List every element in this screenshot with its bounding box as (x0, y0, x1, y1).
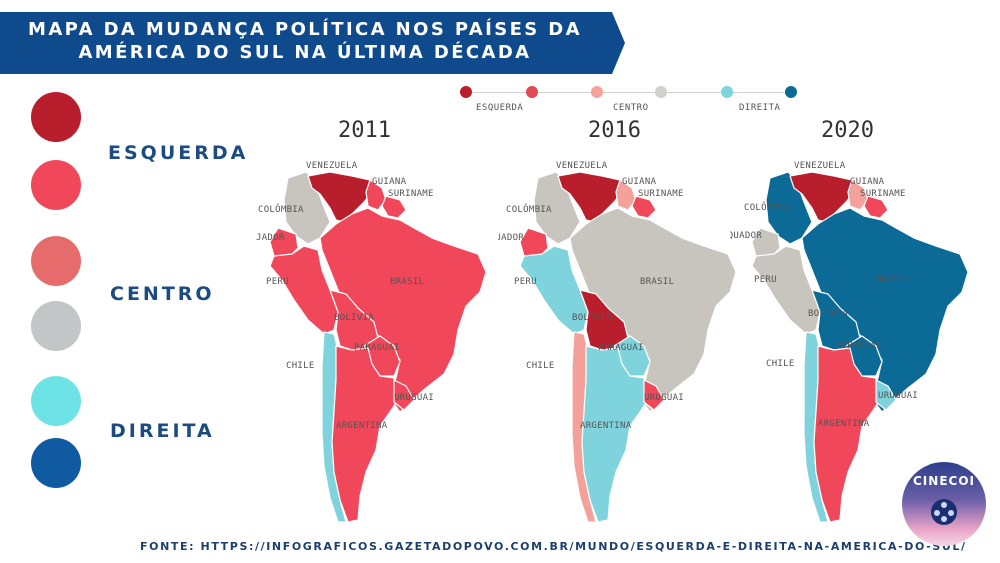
map-2016: VENEZUELA GUIANA SURINAME COLÔMBIA EQUAD… (498, 150, 738, 535)
country-peru (269, 245, 339, 335)
country-label-peru: PERU (754, 275, 777, 285)
scale-dot-direita-strong (785, 86, 797, 98)
country-label-paraguai: PARAGUAI (354, 343, 400, 353)
scale-dot-centro-esquerda (591, 86, 603, 98)
country-label-uruguai: URUGUAI (644, 393, 684, 403)
year-label-2020: 2020 (821, 118, 874, 143)
legend-circle-centro-esquerda (31, 236, 81, 286)
country-argentina (813, 345, 881, 523)
map-2020-svg: VENEZUELA GUIANA SURINAME COLÔMBIA EQUAD… (730, 161, 969, 523)
country-suriname (381, 195, 407, 219)
scale-dot-esquerda-strong (460, 86, 472, 98)
country-suriname (863, 195, 889, 219)
country-uruguai (393, 379, 415, 411)
country-label-paraguai: PARAGUAI (598, 343, 644, 353)
country-label-equador: JADOR (256, 233, 285, 243)
country-label-bolivia: BOLÍVIA (572, 311, 612, 323)
year-label-2016: 2016 (588, 118, 641, 143)
banner-shape (0, 12, 625, 74)
country-label-equador: EQUADOR (730, 231, 762, 241)
legend-label-esquerda: ESQUERDA (108, 142, 249, 164)
country-label-colombia: COLÔMBIA (744, 201, 790, 213)
scale-dot-esquerda (526, 86, 538, 98)
country-peru (519, 245, 589, 335)
country-label-uruguai: URUGUAI (394, 393, 434, 403)
country-venezuela (557, 171, 625, 223)
map-2016-svg: VENEZUELA GUIANA SURINAME COLÔMBIA EQUAD… (498, 161, 737, 523)
country-label-guiana: GUIANA (850, 177, 885, 187)
legend-circle-esquerda (31, 160, 81, 210)
scale-label-direita: DIREITA (739, 103, 781, 113)
scale-label-esquerda: ESQUERDA (476, 103, 524, 113)
map-2011: VENEZUELA GUIANA SURINAME COLÔMBIA JADOR… (248, 150, 488, 535)
country-label-venezuela: VENEZUELA (794, 161, 846, 171)
country-label-venezuela: VENEZUELA (556, 161, 608, 171)
scale-dot-direita (721, 86, 733, 98)
legend-circle-direita-strong (31, 438, 81, 488)
country-label-chile: CHILE (526, 361, 555, 371)
scale-legend: ESQUERDA CENTRO DIREITA (450, 80, 810, 120)
film-reel-icon (931, 499, 957, 525)
country-label-colombia: COLÔMBIA (258, 203, 304, 215)
legend-circle-direita (31, 376, 81, 426)
page-title: MAPA DA MUDANÇA POLÍTICA NOS PAÍSES DA A… (28, 19, 582, 63)
country-label-venezuela: VENEZUELA (306, 161, 358, 171)
country-venezuela (789, 171, 857, 223)
country-label-bolivia: BOLÍVIA (808, 307, 848, 319)
left-legend: ESQUERDA CENTRO DIREITA (0, 0, 245, 563)
title-banner: MAPA DA MUDANÇA POLÍTICA NOS PAÍSES DA A… (0, 12, 625, 74)
country-label-colombia: COLÔMBIA (506, 203, 552, 215)
country-argentina (331, 345, 399, 523)
country-label-argentina: ARGENTINA (336, 421, 388, 431)
country-label-argentina: ARGENTINA (818, 419, 870, 429)
country-peru (751, 245, 821, 335)
country-label-suriname: SURINAME (638, 189, 684, 199)
country-label-brasil: BRASIL (390, 277, 424, 287)
country-suriname (631, 195, 657, 219)
country-label-argentina: ARGENTINA (580, 421, 632, 431)
country-label-brasil: BRASIL (876, 275, 910, 285)
source-text: FONTE: HTTPS://INFOGRAFICOS.GAZETADOPOVO… (140, 540, 967, 553)
country-label-peru: PERU (266, 277, 289, 287)
country-guiana (847, 179, 869, 211)
logo-text: CINECOI (913, 474, 975, 488)
country-venezuela (307, 171, 375, 223)
map-2020: VENEZUELA GUIANA SURINAME COLÔMBIA EQUAD… (730, 150, 970, 535)
country-guiana (365, 179, 387, 211)
scale-label-centro: CENTRO (613, 103, 649, 113)
legend-label-direita: DIREITA (110, 420, 215, 442)
country-uruguai (643, 379, 665, 411)
country-uruguai (875, 379, 897, 411)
country-label-chile: CHILE (286, 361, 315, 371)
country-label-guiana: GUIANA (622, 177, 657, 187)
country-label-chile: CHILE (766, 359, 795, 369)
year-label-2011: 2011 (338, 118, 391, 143)
country-label-uruguai: URUGUAI (878, 391, 918, 401)
country-label-brasil: BRASIL (640, 277, 674, 287)
country-label-suriname: SURINAME (860, 189, 906, 199)
country-label-suriname: SURINAME (388, 189, 434, 199)
country-guiana (615, 179, 637, 211)
country-label-paraguai: PARAGUAI (836, 341, 882, 351)
scale-line (465, 92, 795, 93)
country-argentina (581, 345, 649, 523)
cinecoi-logo: CINECOI (902, 462, 986, 546)
map-2011-svg: VENEZUELA GUIANA SURINAME COLÔMBIA JADOR… (256, 161, 487, 523)
legend-label-centro: CENTRO (110, 283, 215, 305)
legend-circle-esquerda-strong (31, 92, 81, 142)
scale-dot-centro (655, 86, 667, 98)
country-label-peru: PERU (514, 277, 537, 287)
country-label-bolivia: BOLÍVIA (334, 311, 374, 323)
country-label-equador: EQUADOR (498, 233, 524, 243)
country-label-guiana: GUIANA (372, 177, 407, 187)
legend-circle-centro (31, 301, 81, 351)
